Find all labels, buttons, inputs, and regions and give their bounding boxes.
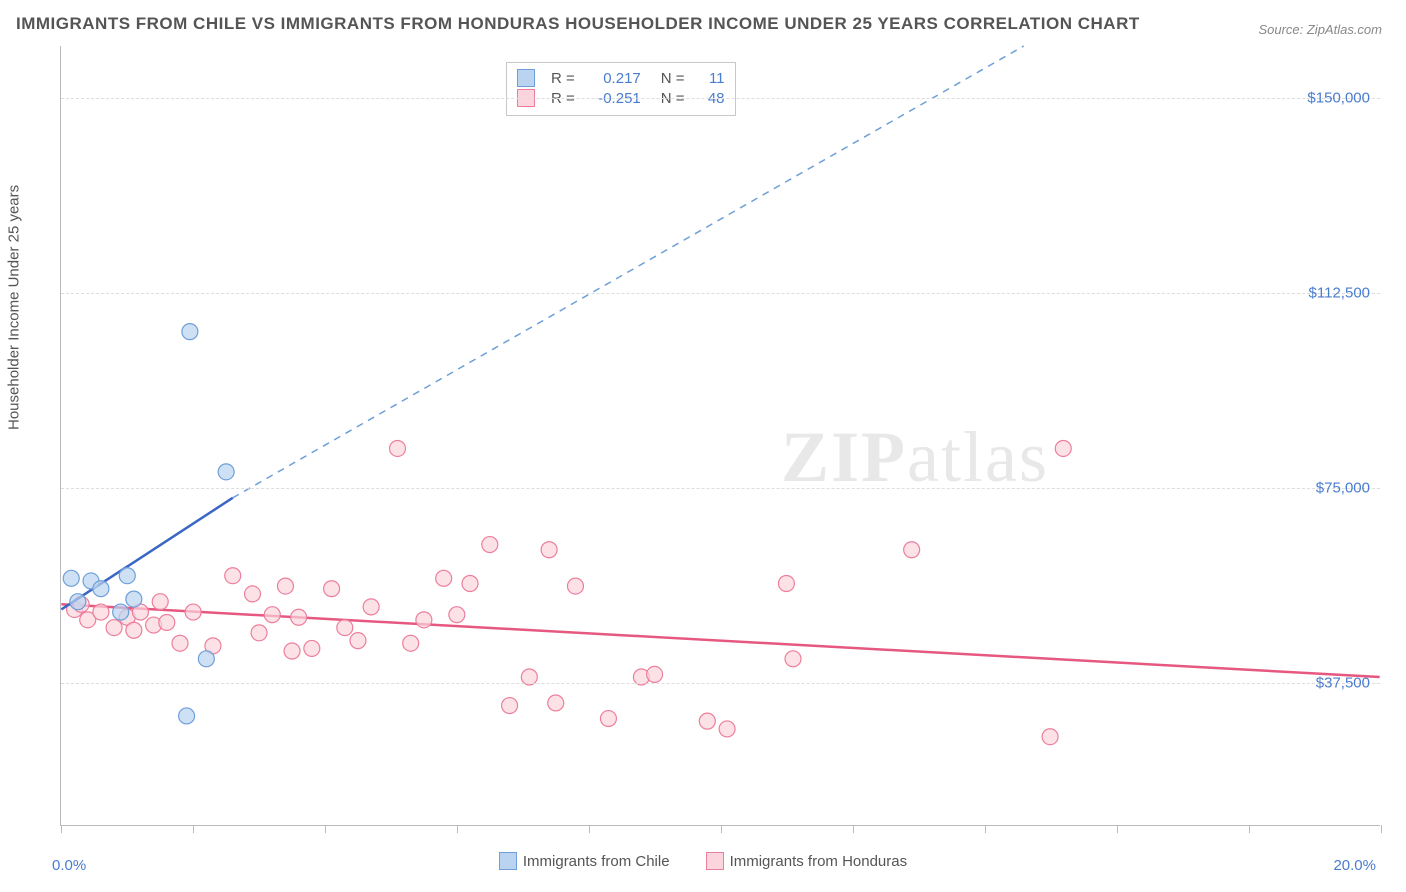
plot-area: ZIPatlas R =0.217N =11R =-0.251N =48 $37…: [60, 46, 1380, 826]
gridline: [61, 683, 1380, 684]
x-tick: [1249, 825, 1250, 833]
y-axis-label: Householder Income Under 25 years: [6, 185, 23, 430]
bottom-legend: Immigrants from Chile Immigrants from Hon…: [0, 852, 1406, 874]
x-tick: [1381, 825, 1382, 833]
legend-label: Immigrants from Honduras: [730, 853, 908, 870]
x-tick: [61, 825, 62, 833]
chart-title: IMMIGRANTS FROM CHILE VS IMMIGRANTS FROM…: [16, 14, 1140, 34]
y-tick-label: $112,500: [1309, 285, 1370, 302]
legend-swatch: [517, 69, 535, 87]
stat-r-label: R =: [551, 70, 575, 87]
source-attribution: Source: ZipAtlas.com: [1258, 22, 1382, 37]
gridline: [61, 98, 1380, 99]
y-tick-label: $150,000: [1307, 90, 1370, 107]
scatter-svg: [61, 46, 1380, 825]
stats-legend-box: R =0.217N =11R =-0.251N =48: [506, 62, 736, 116]
legend-label: Immigrants from Chile: [523, 853, 670, 870]
x-tick: [589, 825, 590, 833]
y-tick-label: $75,000: [1316, 480, 1370, 497]
source-value: ZipAtlas.com: [1307, 22, 1382, 37]
x-tick: [721, 825, 722, 833]
gridline: [61, 488, 1380, 489]
legend-swatch: [706, 852, 724, 870]
stats-row: R = 0.217 N = 11: [517, 69, 725, 87]
stat-n-label: N =: [661, 70, 685, 87]
legend-item-honduras: Immigrants from Honduras: [706, 852, 908, 870]
stat-r-value: 0.217: [585, 70, 641, 87]
gridline: [61, 293, 1380, 294]
y-tick-label: $37,500: [1316, 675, 1370, 692]
x-tick: [325, 825, 326, 833]
stat-n-value: 11: [695, 70, 725, 87]
x-tick: [193, 825, 194, 833]
legend-swatch: [499, 852, 517, 870]
x-tick: [1117, 825, 1118, 833]
x-tick: [853, 825, 854, 833]
legend-item-chile: Immigrants from Chile: [499, 852, 670, 870]
x-tick: [985, 825, 986, 833]
source-label: Source:: [1258, 22, 1306, 37]
x-tick: [457, 825, 458, 833]
